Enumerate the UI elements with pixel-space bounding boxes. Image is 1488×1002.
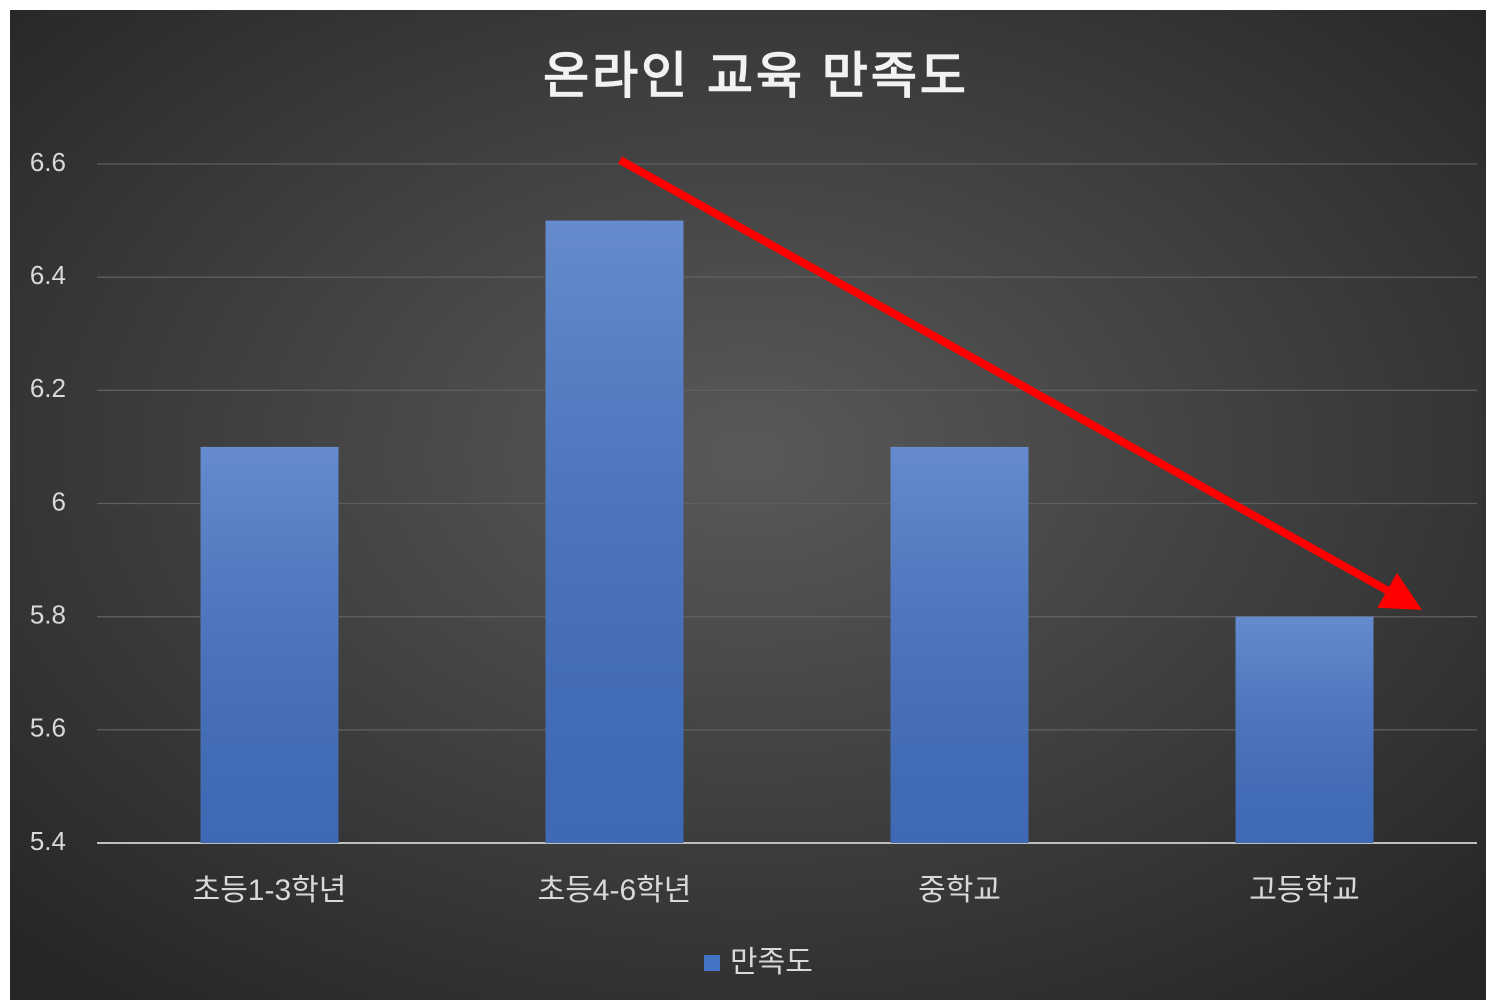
y-tick-label: 5.6 [30,713,66,743]
legend-label: 만족도 [730,946,813,979]
y-tick-label: 6.2 [30,373,66,403]
x-tick-label: 초등1-3학년 [193,874,347,907]
bar-sheen [200,446,339,843]
y-tick-label: 6 [52,486,66,516]
y-tick-label: 5.4 [30,826,66,856]
chart-title: 온라인 교육 만족도 [543,48,969,104]
y-tick-label: 6.6 [30,147,66,177]
bar-sheen [890,446,1029,843]
y-tick-label: 6.4 [30,260,66,290]
x-tick-label: 고등학교 [1249,874,1359,907]
x-tick-label: 중학교 [918,874,1001,907]
y-tick-label: 5.8 [30,600,66,630]
legend-swatch [704,955,720,971]
bar-sheen [545,220,684,844]
plot-area: 5.4 5.6 5.8 6 6.2 6.4 6.6 초등1-3학년 초등4-6학년 중학교 고등학교… [30,147,1477,979]
trend-arrow [618,156,1422,610]
x-tick-label: 초등4-6학년 [538,874,692,907]
bar-sheen [1235,616,1374,843]
